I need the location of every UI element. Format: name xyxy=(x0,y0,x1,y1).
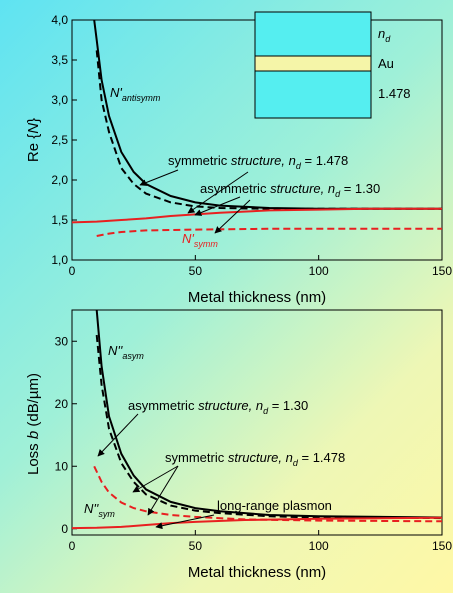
label-symmetric-top: symmetric structure, nd = 1.478 xyxy=(168,153,348,171)
top-y-tick-label: 3,5 xyxy=(51,53,68,67)
bottom-y-axis-title: Loss b (dB/µm) xyxy=(25,373,42,475)
bottom-x-axis-title: Metal thickness (nm) xyxy=(188,564,326,581)
label-n-antisymm: N'antisymm xyxy=(110,85,161,103)
arrow-asymmetric-to-black xyxy=(194,196,241,216)
bottom-x-tick-label: 150 xyxy=(432,539,452,553)
top-x-tick-label: 50 xyxy=(189,264,203,278)
bottom-x-tick-label: 50 xyxy=(189,539,203,553)
top-series-line-3 xyxy=(72,207,442,224)
bottom-series-line-4 xyxy=(72,516,442,530)
top-chart: 0 50 100 150 1,0 1,5 2,0 2,5 3,0 3,5 4,0 Metal thi… xyxy=(25,11,452,306)
inset-metal-label: Au xyxy=(378,56,394,71)
bottom-plot-frame xyxy=(71,309,443,536)
bottom-series-line-1 xyxy=(95,310,442,519)
arrow-long-range xyxy=(155,514,215,530)
bottom-x-tick-label: 100 xyxy=(309,539,329,553)
bottom-series-line-3 xyxy=(93,465,442,523)
top-y-tick-label: 2,0 xyxy=(51,173,68,187)
inset-top-label: nd xyxy=(378,26,391,44)
top-x-tick-label: 150 xyxy=(432,264,452,278)
top-y-tick-label: 4,0 xyxy=(51,13,68,27)
label-symmetric-bottom: symmetric structure, nd = 1.478 xyxy=(165,450,345,468)
arrow-symmetric-to-red xyxy=(187,171,249,214)
bottom-y-tick-label: 0 xyxy=(61,522,68,536)
top-y-axis-title: Re {N} xyxy=(25,118,42,162)
top-y-tick-label: 3,0 xyxy=(51,93,68,107)
bottom-series xyxy=(72,310,442,530)
top-x-axis-title: Metal thickness (nm) xyxy=(188,289,326,306)
top-y-tick-label: 1,5 xyxy=(51,213,68,227)
label-n-asym: N''asym xyxy=(108,343,144,361)
top-x-tick-label: 100 xyxy=(309,264,329,278)
bottom-y-tick-label: 30 xyxy=(55,334,69,348)
label-n-symm: N'symm xyxy=(182,231,218,249)
label-asymmetric-top: asymmetric structure, nd = 1.30 xyxy=(200,181,380,199)
arrow-asymmetric-to-red-dashed xyxy=(97,413,139,457)
label-long-range-plasmon: long-range plasmon xyxy=(217,498,332,513)
top-series-line-4 xyxy=(96,227,442,237)
bottom-y-tick-label: 20 xyxy=(55,397,69,411)
bottom-chart: 0 50 100 150 0 10 20 30 Metal thickness (nm) Lo… xyxy=(25,309,453,581)
top-y-tick-label: 2,5 xyxy=(51,133,68,147)
inset-metal-layer xyxy=(254,55,372,72)
inset-bottom-label: 1.478 xyxy=(378,86,411,101)
arrow-asymmetric-to-red xyxy=(214,199,251,234)
bottom-ticks: 0 50 100 150 0 10 20 30 xyxy=(55,334,453,553)
bottom-x-tick-label: 0 xyxy=(69,539,76,553)
bottom-y-tick-label: 10 xyxy=(55,459,69,473)
label-n-sym: N''sym xyxy=(84,501,115,519)
arrow-symmetric-to-black xyxy=(139,169,179,186)
inset-bottom-layer xyxy=(254,70,372,119)
inset-top-layer xyxy=(254,11,372,57)
top-x-tick-label: 0 xyxy=(69,264,76,278)
top-ticks: 0 50 100 150 1,0 1,5 2,0 2,5 3,0 3,5 4,0 xyxy=(51,13,452,278)
top-y-tick-label: 1,0 xyxy=(51,253,68,267)
structure-inset: nd Au 1.478 xyxy=(254,11,411,119)
arrow-symmetric-to-black-dashed xyxy=(132,465,179,493)
arrow-symmetric-to-black-solid xyxy=(147,465,179,516)
label-asymmetric-bottom: asymmetric structure, nd = 1.30 xyxy=(128,398,308,416)
